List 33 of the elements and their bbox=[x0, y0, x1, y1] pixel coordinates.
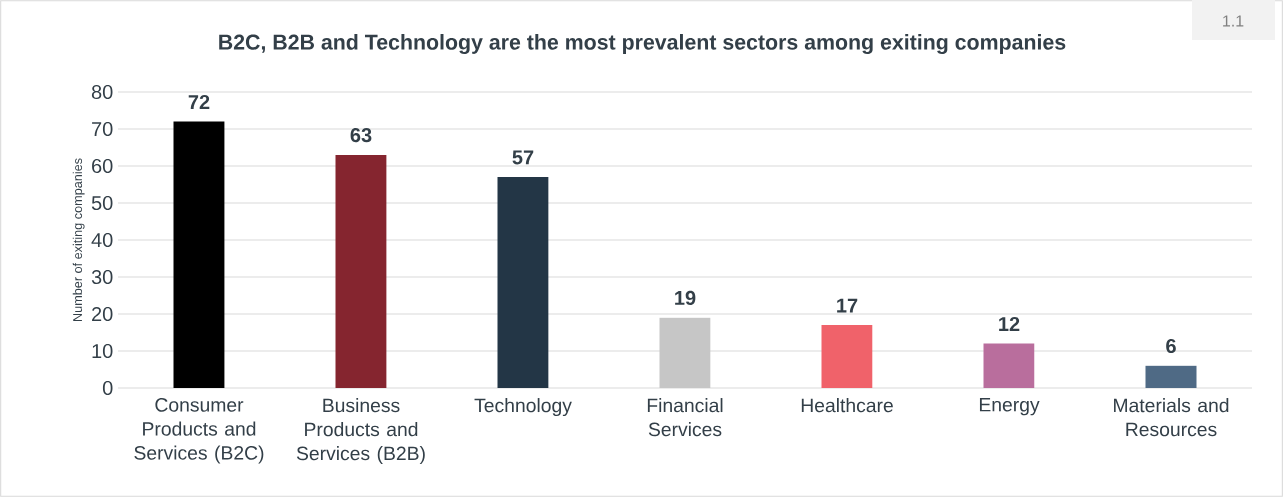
data-label: 6 bbox=[1166, 338, 1176, 354]
x-tick-label: Materials and Resources bbox=[1114, 398, 1229, 437]
data-label: 19 bbox=[675, 290, 696, 305]
x-tick-label: Energy bbox=[979, 398, 1040, 416]
bar bbox=[1145, 365, 1197, 388]
y-tick-label: 0 bbox=[102, 380, 113, 396]
bar bbox=[821, 325, 873, 388]
y-axis-title: Number of exiting companies bbox=[72, 158, 85, 321]
bar bbox=[335, 154, 387, 388]
bar bbox=[659, 317, 711, 388]
x-tick-label: Business Products and Services (B2B) bbox=[296, 398, 425, 465]
x-tick-label: Technology bbox=[474, 398, 572, 417]
x-tick-label: Financial Services bbox=[647, 398, 723, 437]
y-tick-label: 70 bbox=[92, 121, 113, 137]
chart-title: B2C, B2B and Technology are the most prevalent sectors among exiting companies bbox=[219, 34, 1066, 54]
data-label: 57 bbox=[512, 150, 534, 165]
data-label: 72 bbox=[188, 94, 210, 109]
y-tick-label: 10 bbox=[92, 343, 113, 359]
x-tick-label: Consumer Products and Services (B2C) bbox=[134, 398, 264, 464]
y-tick-label: 20 bbox=[92, 306, 113, 322]
bar bbox=[983, 343, 1035, 388]
bar bbox=[173, 121, 225, 388]
x-tick-label: Healthcare bbox=[801, 398, 893, 413]
bar bbox=[497, 177, 549, 388]
y-tick-label: 80 bbox=[91, 84, 113, 100]
data-label: 17 bbox=[837, 298, 858, 313]
y-tick-label: 50 bbox=[91, 195, 113, 211]
y-tick-label: 60 bbox=[92, 158, 113, 174]
text: 1.1 bbox=[1223, 15, 1244, 27]
y-tick-label: 40 bbox=[91, 232, 113, 248]
data-label: 63 bbox=[350, 128, 372, 143]
y-tick-label: 30 bbox=[91, 269, 113, 285]
data-label: 12 bbox=[999, 316, 1020, 331]
